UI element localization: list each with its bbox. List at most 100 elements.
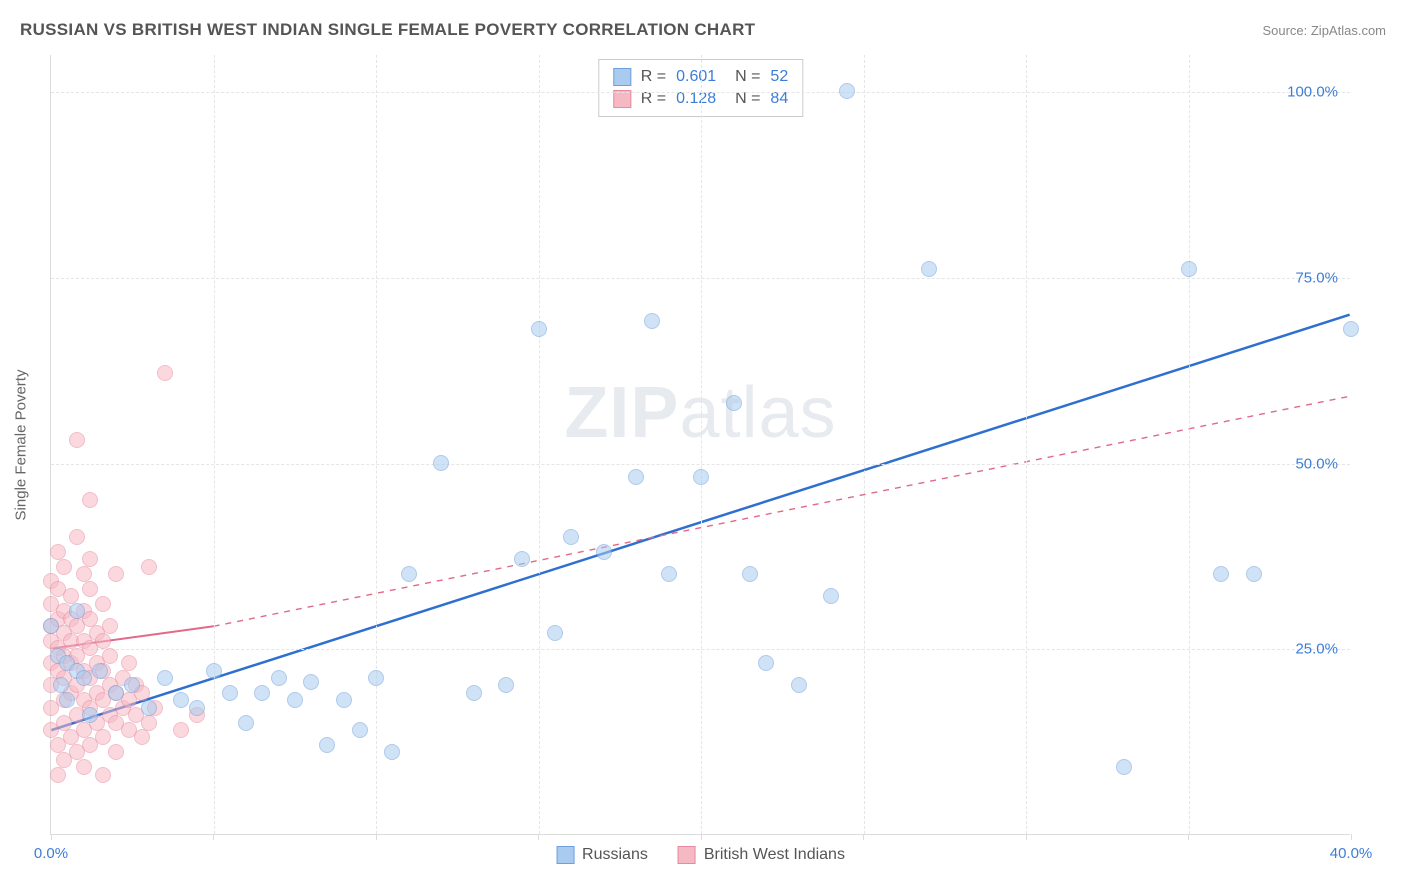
scatter-point xyxy=(69,529,85,545)
scatter-point xyxy=(466,685,482,701)
gridline-vertical xyxy=(864,55,865,834)
scatter-point xyxy=(791,677,807,693)
legend-label: British West Indians xyxy=(704,846,845,864)
scatter-point xyxy=(921,261,937,277)
scatter-point xyxy=(108,685,124,701)
scatter-point xyxy=(628,469,644,485)
scatter-point xyxy=(69,432,85,448)
scatter-point xyxy=(726,395,742,411)
scatter-point xyxy=(102,618,118,634)
scatter-point xyxy=(287,692,303,708)
scatter-point xyxy=(69,603,85,619)
scatter-point xyxy=(63,588,79,604)
scatter-point xyxy=(352,722,368,738)
x-tick-label: 0.0% xyxy=(34,845,68,862)
r-label: R = xyxy=(641,68,666,86)
scatter-point xyxy=(82,581,98,597)
gridline-vertical xyxy=(1026,55,1027,834)
x-tick-mark xyxy=(1026,834,1027,840)
scatter-point xyxy=(173,722,189,738)
gridline-vertical xyxy=(701,55,702,834)
scatter-point xyxy=(43,618,59,634)
scatter-point xyxy=(53,677,69,693)
scatter-point xyxy=(401,566,417,582)
scatter-point xyxy=(50,544,66,560)
n-label: N = xyxy=(726,68,760,86)
scatter-point xyxy=(1343,321,1359,337)
scatter-point xyxy=(157,365,173,381)
x-tick-mark xyxy=(376,834,377,840)
scatter-point xyxy=(254,685,270,701)
scatter-point xyxy=(108,566,124,582)
scatter-point xyxy=(596,544,612,560)
legend-label: Russians xyxy=(582,846,648,864)
scatter-point xyxy=(433,455,449,471)
scatter-point xyxy=(82,551,98,567)
x-tick-mark xyxy=(51,834,52,840)
scatter-point xyxy=(189,700,205,716)
scatter-point xyxy=(531,321,547,337)
scatter-point xyxy=(82,492,98,508)
x-tick-mark xyxy=(701,834,702,840)
scatter-point xyxy=(303,674,319,690)
scatter-point xyxy=(102,648,118,664)
y-tick-label: 100.0% xyxy=(1287,84,1338,101)
chart-title: RUSSIAN VS BRITISH WEST INDIAN SINGLE FE… xyxy=(20,20,755,40)
scatter-point xyxy=(76,566,92,582)
legend-item: Russians xyxy=(556,846,648,864)
scatter-point xyxy=(823,588,839,604)
watermark-suffix: atlas xyxy=(679,373,836,453)
gridline-vertical xyxy=(376,55,377,834)
x-tick-label: 40.0% xyxy=(1330,845,1373,862)
scatter-chart: Single Female Poverty ZIPatlas R = 0.601… xyxy=(50,55,1350,835)
scatter-point xyxy=(563,529,579,545)
scatter-point xyxy=(1213,566,1229,582)
scatter-point xyxy=(498,677,514,693)
legend-swatch xyxy=(678,846,696,864)
scatter-point xyxy=(1116,759,1132,775)
scatter-point xyxy=(134,729,150,745)
scatter-point xyxy=(693,469,709,485)
y-axis-title: Single Female Poverty xyxy=(13,369,30,520)
legend-swatch xyxy=(613,68,631,86)
watermark-prefix: ZIP xyxy=(564,373,679,453)
scatter-point xyxy=(514,551,530,567)
gridline-vertical xyxy=(539,55,540,834)
scatter-point xyxy=(92,663,108,679)
scatter-point xyxy=(95,633,111,649)
scatter-point xyxy=(76,759,92,775)
scatter-point xyxy=(1246,566,1262,582)
scatter-point xyxy=(384,744,400,760)
scatter-point xyxy=(82,707,98,723)
source-attribution: Source: ZipAtlas.com xyxy=(1262,23,1386,38)
scatter-point xyxy=(661,566,677,582)
trend-line-extension xyxy=(214,396,1350,626)
scatter-point xyxy=(271,670,287,686)
scatter-point xyxy=(319,737,335,753)
scatter-point xyxy=(742,566,758,582)
scatter-point xyxy=(95,596,111,612)
scatter-point xyxy=(108,744,124,760)
scatter-point xyxy=(173,692,189,708)
scatter-point xyxy=(238,715,254,731)
scatter-point xyxy=(124,677,140,693)
header-bar: RUSSIAN VS BRITISH WEST INDIAN SINGLE FE… xyxy=(20,20,1386,40)
y-tick-label: 50.0% xyxy=(1295,455,1338,472)
scatter-point xyxy=(141,715,157,731)
scatter-point xyxy=(76,670,92,686)
scatter-point xyxy=(547,625,563,641)
series-legend: Russians British West Indians xyxy=(556,846,845,864)
scatter-point xyxy=(157,670,173,686)
legend-swatch xyxy=(556,846,574,864)
scatter-point xyxy=(206,663,222,679)
scatter-point xyxy=(368,670,384,686)
scatter-point xyxy=(95,729,111,745)
gridline-vertical xyxy=(214,55,215,834)
x-tick-mark xyxy=(213,834,214,840)
r-value: 0.601 xyxy=(676,68,716,86)
y-tick-label: 75.0% xyxy=(1295,269,1338,286)
scatter-point xyxy=(141,700,157,716)
scatter-point xyxy=(121,655,137,671)
scatter-point xyxy=(758,655,774,671)
scatter-point xyxy=(95,767,111,783)
